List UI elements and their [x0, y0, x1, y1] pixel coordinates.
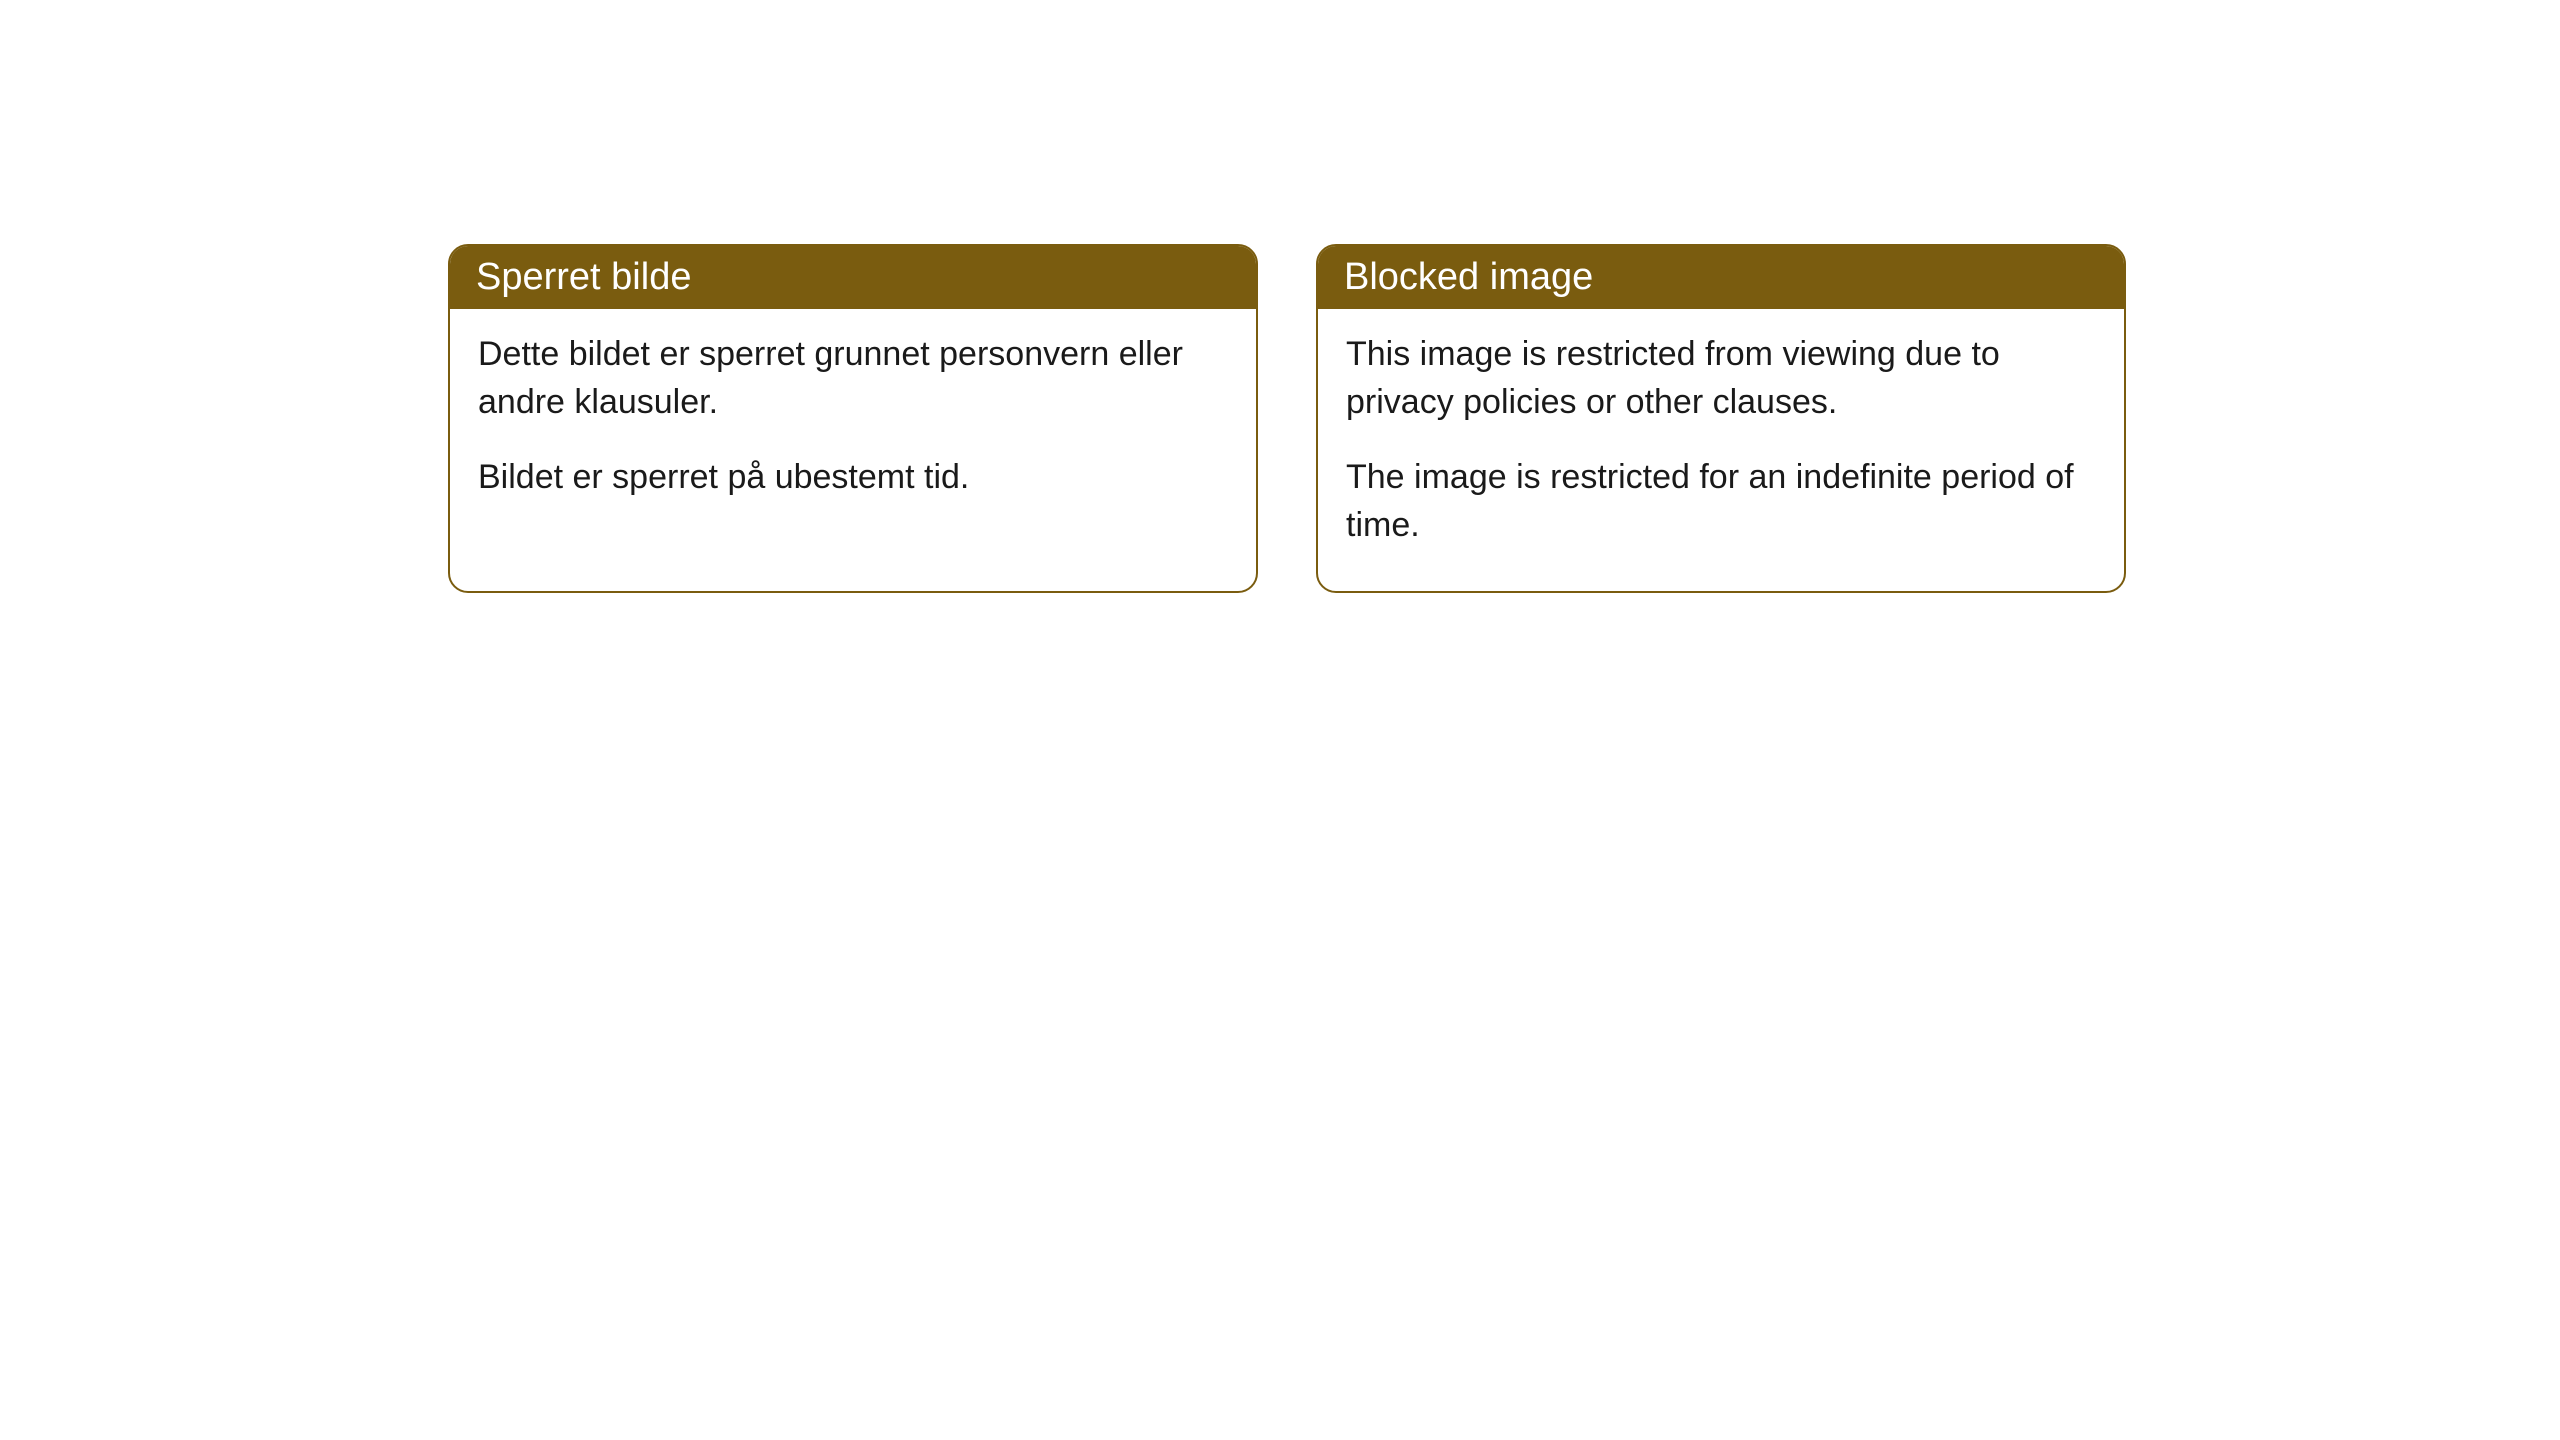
card-paragraph: This image is restricted from viewing du…: [1346, 331, 2096, 426]
blocked-image-card-english: Blocked image This image is restricted f…: [1316, 244, 2126, 593]
cards-container: Sperret bilde Dette bildet er sperret gr…: [448, 244, 2126, 593]
card-paragraph: The image is restricted for an indefinit…: [1346, 454, 2096, 549]
card-header: Blocked image: [1318, 246, 2124, 309]
card-paragraph: Dette bildet er sperret grunnet personve…: [478, 331, 1228, 426]
card-paragraph: Bildet er sperret på ubestemt tid.: [478, 454, 1228, 502]
card-body: This image is restricted from viewing du…: [1318, 309, 2124, 591]
card-header: Sperret bilde: [450, 246, 1256, 309]
blocked-image-card-norwegian: Sperret bilde Dette bildet er sperret gr…: [448, 244, 1258, 593]
card-body: Dette bildet er sperret grunnet personve…: [450, 309, 1256, 544]
card-title: Sperret bilde: [476, 256, 691, 298]
card-title: Blocked image: [1344, 256, 1593, 298]
